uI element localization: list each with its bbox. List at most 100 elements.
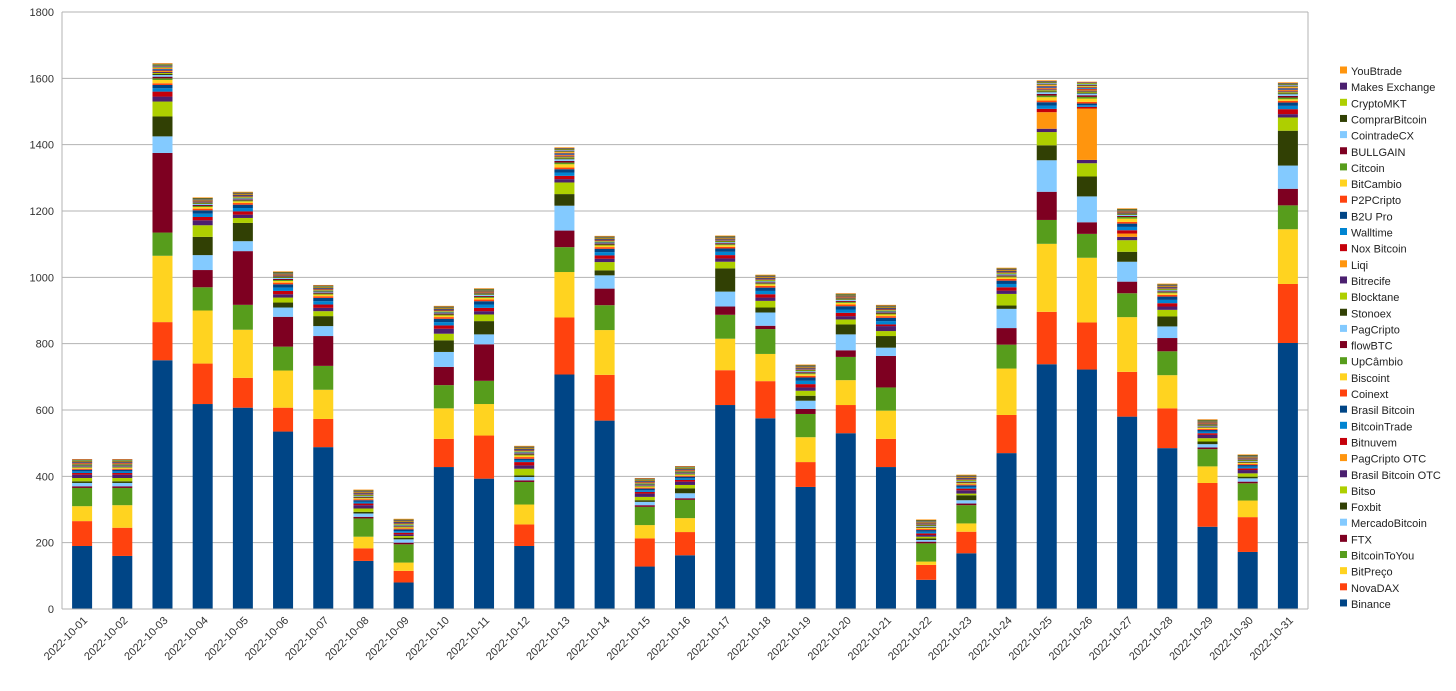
bar-segment [916, 535, 937, 537]
legend-swatch [1340, 324, 1347, 332]
bar-segment [152, 70, 173, 72]
bar-segment [1036, 160, 1057, 192]
bar-segment [72, 467, 93, 469]
bar-segment [192, 208, 213, 211]
bar-stack [1197, 419, 1218, 609]
bar-segment [232, 192, 253, 194]
bar-segment [916, 530, 937, 532]
bar-segment [875, 467, 896, 609]
bar-segment [594, 235, 615, 237]
bar-segment [232, 197, 253, 199]
bar-segment [875, 311, 896, 313]
bar-segment [996, 270, 1017, 271]
bar-segment [192, 202, 213, 204]
y-tick-label: 200 [36, 538, 54, 550]
bar-segment [1157, 288, 1178, 289]
bar-segment [313, 290, 334, 292]
bar-segment [393, 518, 414, 520]
bar-segment [152, 72, 173, 74]
bar-segment [996, 269, 1017, 270]
bar-segment [72, 459, 93, 461]
bar-segment [1076, 90, 1097, 92]
bar-segment [795, 366, 816, 368]
bar-segment [273, 275, 294, 276]
bar-segment [795, 462, 816, 487]
bar-segment [433, 309, 454, 311]
legend-item: flowBTC [1340, 341, 1393, 353]
bar-segment [433, 325, 454, 329]
bar-segment [273, 280, 294, 283]
bar-segment [474, 334, 495, 345]
bar-segment [353, 497, 374, 499]
bar-segment [554, 149, 575, 150]
bar-segment [795, 365, 816, 367]
bar-segment [996, 268, 1017, 269]
bar-segment [1036, 86, 1057, 88]
bar-segment [1117, 208, 1138, 209]
bar-segment [916, 543, 937, 562]
bar-segment [313, 307, 334, 312]
bar-segment [594, 248, 615, 253]
bar-segment [112, 465, 133, 467]
bar-segment [514, 468, 535, 476]
bar-segment [1277, 84, 1298, 86]
legend-swatch [1340, 567, 1347, 575]
bar-segment [594, 237, 615, 239]
bar-segment [232, 195, 253, 196]
bar-segment [152, 63, 173, 65]
bar-segment [875, 310, 896, 312]
bar-segment [474, 435, 495, 479]
bar-segment [956, 478, 977, 479]
bar-segment [554, 153, 575, 155]
legend-swatch [1340, 292, 1347, 300]
legend-item: Makes Exchange [1340, 82, 1435, 94]
bar-segment [875, 305, 896, 307]
bar-segment [313, 285, 334, 287]
bar-segment [996, 278, 1017, 281]
bar-segment [875, 355, 896, 388]
bar-segment [1036, 87, 1057, 89]
bar-segment [514, 446, 535, 448]
bar-segment [1277, 82, 1298, 83]
legend-label: B2U Pro [1351, 211, 1393, 223]
bar-segment [1076, 159, 1097, 164]
legend-swatch [1340, 228, 1347, 235]
bar-segment [715, 314, 736, 339]
bar-segment [1197, 433, 1218, 435]
legend-label: NovaDAX [1351, 583, 1400, 595]
y-tick-label: 1400 [30, 140, 54, 152]
bar-segment [192, 198, 213, 199]
bar-segment [1197, 422, 1218, 424]
bar-stack [875, 304, 896, 609]
bar-segment [514, 446, 535, 448]
bar-segment [353, 492, 374, 494]
bar-segment [755, 275, 776, 276]
bar-segment [353, 491, 374, 493]
legend-swatch [1340, 82, 1347, 90]
bar-segment [1117, 211, 1138, 213]
bar-segment [313, 290, 334, 291]
bar-segment [273, 277, 294, 279]
bar-segment [433, 309, 454, 310]
bar-segment [996, 368, 1017, 415]
legend-label: Brasil Bitcoin OTC [1351, 470, 1441, 482]
bar-segment [594, 238, 615, 240]
bar-segment [795, 368, 816, 369]
bar-segment [433, 467, 454, 609]
legend-swatch [1340, 357, 1347, 365]
bar-segment [675, 484, 695, 489]
legend-swatch [1340, 583, 1347, 591]
legend-label: UpCâmbio [1351, 357, 1403, 369]
bar-segment [554, 164, 575, 168]
legend-swatch [1340, 131, 1347, 139]
bar-segment [1237, 458, 1258, 460]
bar-segment [1036, 219, 1057, 244]
bar-segment [1076, 322, 1097, 370]
bar-segment [1237, 468, 1258, 471]
bar-segment [795, 368, 816, 370]
legend-label: Foxbit [1351, 502, 1381, 514]
bar-segment [634, 566, 655, 609]
bar-segment [755, 277, 776, 278]
bar-segment [1157, 286, 1178, 287]
legend-swatch [1340, 373, 1347, 381]
